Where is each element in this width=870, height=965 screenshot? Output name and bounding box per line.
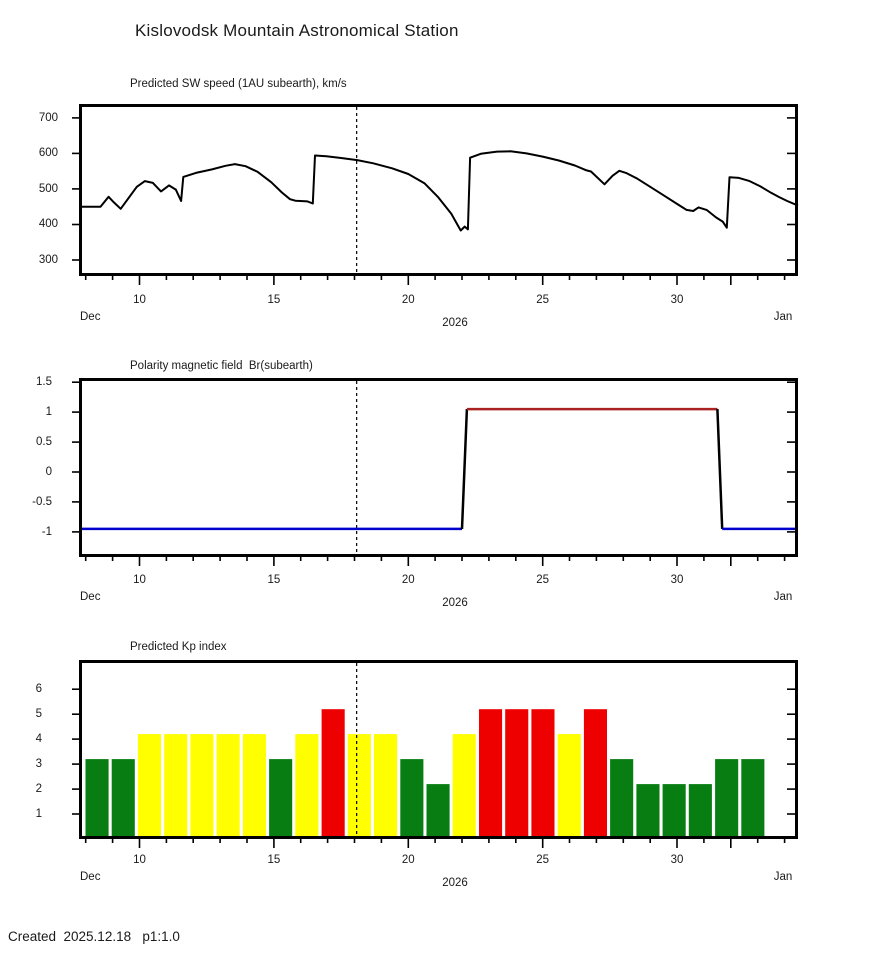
kp-bar-day-10 xyxy=(137,734,161,837)
x-tick-label: 15 xyxy=(267,574,281,586)
x-tick-label: 20 xyxy=(401,294,415,306)
kp-bar-day-17 xyxy=(321,709,345,837)
month-label-dec: Dec xyxy=(80,311,101,323)
polarity-transition-down xyxy=(716,409,724,529)
x-tick-label: 10 xyxy=(133,854,146,866)
x-tick-label: 20 xyxy=(401,854,415,866)
x-tick-label: 25 xyxy=(536,574,550,586)
x-tick-label: 25 xyxy=(536,854,550,866)
plot-frame xyxy=(79,104,798,276)
kp-bar-day-11 xyxy=(164,734,188,837)
y-tick-label: 0.5 xyxy=(36,436,52,449)
kp-bar-day-9 xyxy=(111,759,135,837)
y-tick-label: 400 xyxy=(38,218,58,231)
month-label-dec: Dec xyxy=(80,871,101,883)
y-tick-label: -0.5 xyxy=(32,495,52,508)
month-label-jan: Jan xyxy=(773,591,793,603)
chart-kp-index xyxy=(72,660,798,848)
x-tick-label: 15 xyxy=(267,854,281,866)
y-tick-label: 700 xyxy=(38,111,58,124)
x-tick-label: 30 xyxy=(670,574,684,586)
chart-title-kp-index: Predicted Kp index xyxy=(130,641,227,653)
y-tick-label: -1 xyxy=(41,525,52,538)
kp-bar-day-8 xyxy=(85,759,109,837)
kp-bar-day-19 xyxy=(374,734,398,837)
year-label: 2026 xyxy=(442,597,468,609)
kp-bar-day-30 xyxy=(662,784,686,837)
y-tick-label: 1 xyxy=(45,406,52,419)
kp-bar-day-29 xyxy=(636,784,660,837)
kp-bar-day-23 xyxy=(479,709,503,837)
kp-bar-day-32 xyxy=(715,759,739,837)
x-tick-label: 25 xyxy=(536,294,550,306)
kp-bar-day-15 xyxy=(269,759,293,837)
chart-title-polarity: Polarity magnetic field Br(subearth) xyxy=(130,360,313,372)
month-label-dec: Dec xyxy=(80,591,101,603)
plot-frame xyxy=(79,378,798,557)
kp-bar-day-16 xyxy=(295,734,319,837)
x-tick-label: 15 xyxy=(267,294,281,306)
y-tick-label: 1.5 xyxy=(36,376,52,389)
x-tick-label: 30 xyxy=(670,854,684,866)
month-label-jan: Jan xyxy=(773,311,793,323)
kp-bar-day-18 xyxy=(347,734,371,837)
polarity-transition-up xyxy=(460,409,469,529)
y-tick-label: 600 xyxy=(38,147,58,160)
year-label: 2026 xyxy=(442,317,468,329)
y-tick-label: 500 xyxy=(38,182,58,195)
y-tick-label: 1 xyxy=(35,808,42,821)
kp-bar-day-24 xyxy=(505,709,529,837)
x-tick-label: 30 xyxy=(670,294,684,306)
page-title: Kislovodsk Mountain Astronomical Station xyxy=(135,21,459,40)
year-label: 2026 xyxy=(442,877,468,889)
x-tick-label: 20 xyxy=(401,574,415,586)
chart-title-sw-speed: Predicted SW speed (1AU subearth), km/s xyxy=(130,78,347,90)
kp-bar-day-25 xyxy=(531,709,555,837)
chart-polarity xyxy=(72,378,798,566)
kp-bar-day-14 xyxy=(242,734,266,837)
x-tick-label: 10 xyxy=(133,294,146,306)
y-tick-label: 0 xyxy=(45,465,52,478)
kp-bar-day-31 xyxy=(688,784,712,837)
kp-bar-day-26 xyxy=(557,734,581,837)
kp-bar-day-20 xyxy=(400,759,424,837)
kp-bar-day-22 xyxy=(452,734,476,837)
created-timestamp: Created 2025.12.18 p1:1.0 xyxy=(8,929,180,944)
kp-bar-day-27 xyxy=(583,709,607,837)
y-tick-label: 3 xyxy=(35,758,42,771)
y-tick-label: 6 xyxy=(35,683,42,696)
predicted-sw-speed xyxy=(79,150,799,232)
chart-sw-speed xyxy=(72,104,799,285)
kp-bar-day-13 xyxy=(216,734,240,837)
y-tick-label: 2 xyxy=(35,783,42,796)
kp-bar-day-33 xyxy=(741,759,765,837)
kp-bar-day-12 xyxy=(190,734,214,837)
x-tick-label: 10 xyxy=(133,574,146,586)
y-tick-label: 5 xyxy=(35,708,42,721)
plot-frame xyxy=(79,660,798,839)
kp-bar-day-28 xyxy=(610,759,634,837)
y-tick-label: 300 xyxy=(38,254,58,266)
month-label-jan: Jan xyxy=(773,871,793,883)
kp-bar-day-21 xyxy=(426,784,450,837)
y-tick-label: 4 xyxy=(35,733,42,746)
